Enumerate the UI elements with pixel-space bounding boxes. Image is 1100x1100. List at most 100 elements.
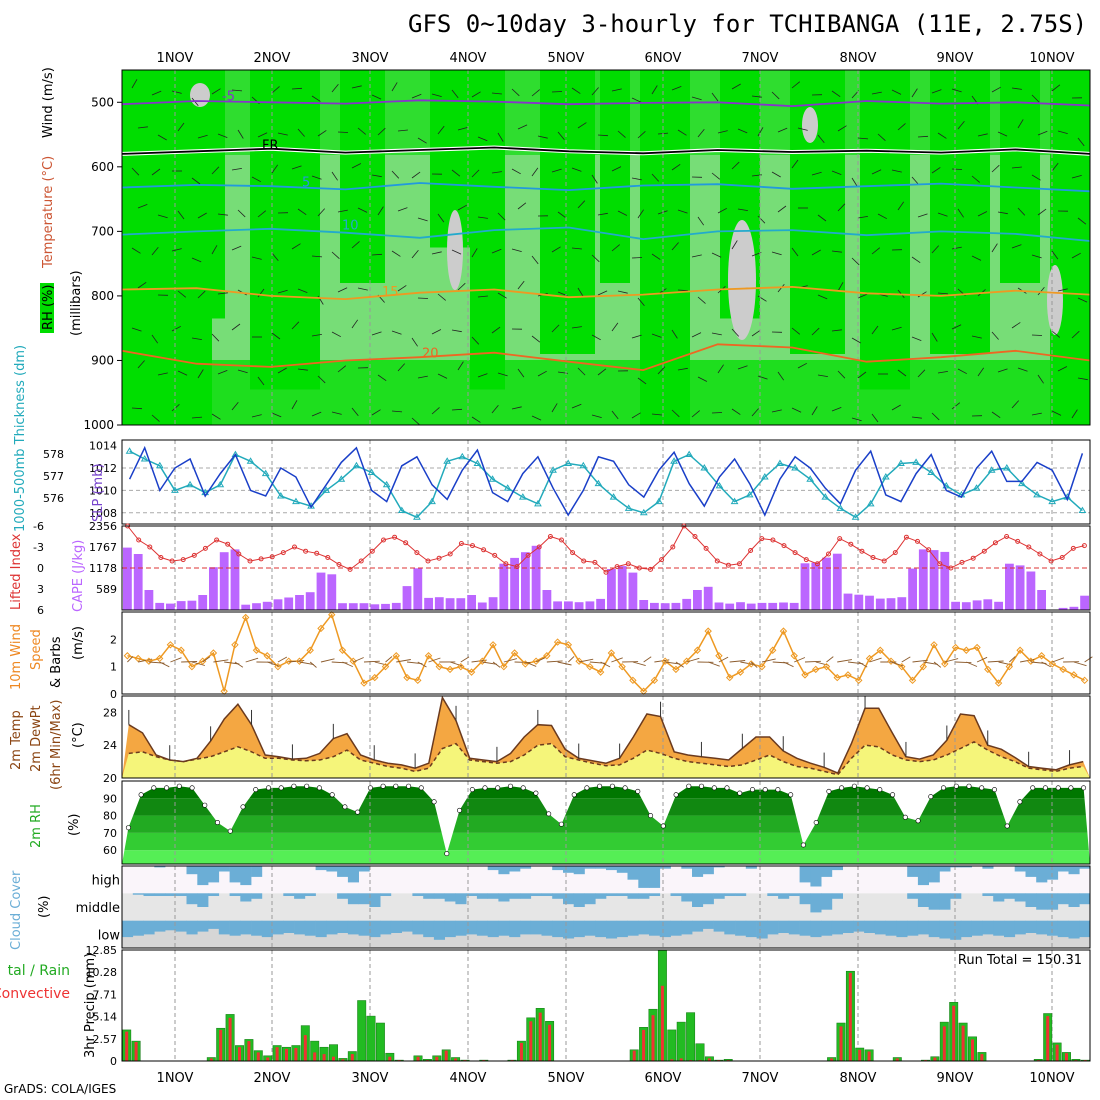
cloud-bar-low xyxy=(433,920,445,940)
wind-barb xyxy=(431,251,442,255)
cloud-bar-middle xyxy=(208,893,220,896)
wind-barb xyxy=(931,167,941,174)
wind-barb xyxy=(977,133,988,137)
surface-wind-barb xyxy=(191,661,206,666)
cloud-units-label: (%) xyxy=(37,896,52,919)
wind-barb xyxy=(157,214,168,219)
precip-convective-bar xyxy=(416,1056,420,1061)
wind-speed-marker xyxy=(650,676,659,685)
wind-speed-marker xyxy=(274,662,282,671)
cape-bar xyxy=(402,586,412,610)
precip-convective-bar xyxy=(971,1039,974,1061)
temp-tick-label: 20 xyxy=(103,772,117,785)
wind-barb xyxy=(451,89,459,99)
cape-bar xyxy=(499,563,509,610)
cape-bar xyxy=(1026,571,1036,610)
wind-barb xyxy=(371,174,382,178)
rh-marker xyxy=(164,785,170,791)
wind-barb xyxy=(277,132,288,136)
rh-dry-patch xyxy=(447,210,463,290)
wind-barb xyxy=(297,128,305,137)
cape-bar xyxy=(176,601,186,610)
cape-bar xyxy=(144,590,154,610)
surface-wind-barb xyxy=(944,658,959,663)
wind-speed-marker xyxy=(543,652,551,660)
thickness-marker xyxy=(413,513,421,520)
wind-barb xyxy=(671,163,681,171)
isotherm-label: 5 xyxy=(302,175,310,190)
surface-wind-barb xyxy=(320,658,335,663)
cloud-bar-low xyxy=(423,920,435,938)
thickness-marker xyxy=(639,508,648,516)
cape-bar xyxy=(1015,565,1025,610)
wind-barb xyxy=(337,365,347,373)
cloud-bar-low xyxy=(724,920,736,935)
wind-barb xyxy=(591,254,600,263)
wind-barb xyxy=(151,334,159,344)
li-marker xyxy=(781,543,787,549)
cloud-bar-high xyxy=(681,866,693,869)
precip-convective-bar xyxy=(454,1058,458,1061)
cloud-bar-low xyxy=(261,920,273,938)
wind-barb xyxy=(437,373,448,379)
rh-marker xyxy=(928,794,934,800)
cloud-bar-low xyxy=(509,920,521,938)
wind-barb xyxy=(191,177,201,185)
wind-barb xyxy=(291,165,302,170)
cape-bar xyxy=(682,598,692,610)
cloud-bar-low xyxy=(702,920,714,929)
surface-wind-barb xyxy=(933,661,942,668)
wind-speed-marker xyxy=(392,652,400,660)
wind-speed-marker xyxy=(973,643,981,652)
wind-speed-marker xyxy=(736,668,745,676)
thickness-marker xyxy=(1018,479,1026,487)
rh-marker xyxy=(890,792,896,798)
precip-convective-bar xyxy=(952,1005,956,1061)
cloud-bar-high xyxy=(498,866,510,875)
surface-wind-barb xyxy=(428,657,441,663)
cloud-bar-low xyxy=(455,920,467,936)
li-marker xyxy=(625,561,631,567)
li-marker xyxy=(859,548,865,554)
thickness-marker xyxy=(776,459,784,467)
wind-speed-marker xyxy=(898,662,906,671)
cloud-bar-middle xyxy=(616,893,628,896)
surface-wind-barb xyxy=(783,661,794,668)
wind-speed-marker xyxy=(1005,662,1014,671)
cape-bar xyxy=(198,595,208,610)
cloud-bar-middle xyxy=(132,893,144,895)
wind-barb xyxy=(411,337,418,347)
wind-barb xyxy=(271,252,279,262)
cloud-bar-low xyxy=(390,920,402,933)
wind-barb xyxy=(317,208,325,217)
cape-bar xyxy=(671,602,681,610)
precip-convective-bar xyxy=(444,1050,448,1061)
surface-wind-barb xyxy=(966,661,978,667)
li-marker xyxy=(1037,551,1043,557)
cape-bar xyxy=(908,568,917,610)
cape-tick-label: 589 xyxy=(96,583,117,596)
cloud-bar-middle xyxy=(1057,893,1069,905)
wind-barb xyxy=(757,375,768,380)
wind-barb xyxy=(771,91,780,100)
li-tick-label: 6 xyxy=(37,604,44,617)
thickness-marker xyxy=(836,504,845,511)
surface-wind-barb xyxy=(1009,656,1016,663)
wind-barb xyxy=(717,364,724,374)
precip-convective-bar xyxy=(219,1029,223,1061)
cloud-bar-low xyxy=(573,920,585,938)
cloud-bar-middle xyxy=(412,893,424,896)
cloud-bar-low xyxy=(1057,920,1069,938)
wind-barb xyxy=(317,130,327,137)
wind-barb xyxy=(491,248,502,254)
rh-marker xyxy=(227,828,233,834)
wind-barb xyxy=(397,207,408,212)
li-marker xyxy=(837,536,843,542)
precip-convective-bar xyxy=(858,1049,862,1061)
rh-marker xyxy=(584,785,590,791)
wind-barb xyxy=(851,337,861,344)
rh-marker xyxy=(507,783,513,789)
wind-barb xyxy=(897,201,905,211)
wind-speed-marker xyxy=(489,641,497,649)
cloud-bar-low xyxy=(831,920,843,935)
